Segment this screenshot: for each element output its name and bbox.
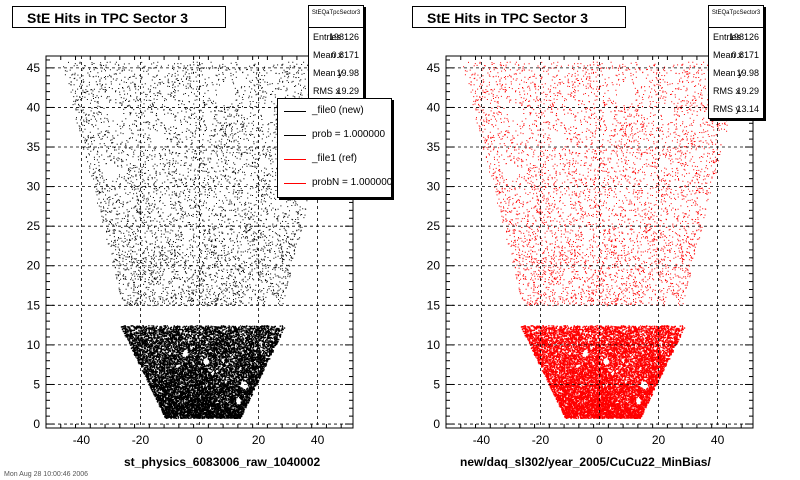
right-hit-marks-dense	[520, 325, 686, 420]
left-y-tick-label: 5	[33, 377, 40, 391]
left-x-axis-title: st_physics_6083006_raw_1040002	[124, 455, 321, 469]
right-y-tick-label: 10	[427, 338, 441, 352]
right-y-tick-label: 30	[427, 180, 441, 194]
left-y-tick-label: 20	[27, 259, 41, 273]
left-stats-mean-x: Mean x 0.8171	[313, 50, 359, 60]
left-y-tick-label: 10	[27, 338, 41, 352]
left-hit-marks-dense	[120, 325, 286, 420]
right-x-tick-label: -20	[532, 433, 550, 447]
left-x-tick-label: -20	[132, 433, 150, 447]
right-stats-mean-y: Mean y 19.98	[713, 68, 759, 78]
right-x-tick-label: 40	[711, 433, 725, 447]
right-stats-rms-x: RMS x 19.29	[713, 86, 759, 96]
left-y-tick-label: 45	[27, 61, 41, 75]
legend-swatch	[284, 159, 306, 160]
left-y-tick-label: 15	[27, 298, 41, 312]
right-stats-box: StEQaTpcSector3 Entries 198126 Mean x 0.…	[708, 5, 764, 119]
left-x-tick-label: 40	[311, 433, 325, 447]
left-x-tick-label: 0	[196, 433, 203, 447]
right-y-tick-label: 0	[433, 417, 440, 431]
right-y-tick-label: 40	[427, 100, 441, 114]
left-y-tick-label: 25	[27, 219, 41, 233]
right-x-axis-title: new/daq_sl302/year_2005/CuCu22_MinBias/	[460, 455, 711, 469]
right-y-tick-label: 20	[427, 259, 441, 273]
left-stats-name: StEQaTpcSector3	[309, 6, 363, 28]
legend-swatch	[284, 183, 306, 184]
left-x-tick-label: -40	[73, 433, 91, 447]
legend-swatch	[284, 135, 306, 136]
left-pad: -40 -20 0 20 40 0 5 10 15 20 25 30 35 40 45 StE Hits i…	[12, 5, 392, 469]
legend-entry-file1: _file1 (ref)	[278, 147, 391, 171]
left-x-tick-label: 20	[252, 433, 266, 447]
right-y-tick-label: 35	[427, 140, 441, 154]
right-plot-title: StE Hits in TPC Sector 3	[412, 6, 626, 28]
right-y-tick-label: 25	[427, 219, 441, 233]
right-plot: -40 -20 0 20 40 0 5 10 15 20 25 30 35 40 45	[427, 55, 754, 447]
left-stats-rms-x: RMS x 19.29	[313, 86, 359, 96]
right-stats-mean-x: Mean x 0.8171	[713, 50, 759, 60]
footer-timestamp: Mon Aug 28 10:00:46 2006	[4, 471, 89, 478]
right-stats-rms-y: RMS y 13.14	[713, 104, 759, 114]
left-y-tick-label: 40	[27, 100, 41, 114]
right-x-tick-label: 20	[652, 433, 666, 447]
right-pad: -40 -20 0 20 40 0 5 10 15 20 25 30 35 40 45 StE Hits i…	[400, 0, 800, 480]
left-stats-box: StEQaTpcSector3 Entries 198126 Mean x 0.…	[308, 5, 364, 101]
left-y-tick-label: 30	[27, 180, 41, 194]
right-y-tick-label: 15	[427, 298, 441, 312]
left-stats-entries: Entries 198126	[313, 32, 359, 42]
legend-entry-prob: prob = 1.000000	[278, 123, 391, 147]
left-y-tick-label: 35	[27, 140, 41, 154]
legend-entry-file0: _file0 (new)	[278, 99, 391, 123]
right-y-tick-label: 5	[433, 377, 440, 391]
right-stats-entries: Entries 198126	[713, 32, 759, 42]
legend-box: _file0 (new) prob = 1.000000 _file1 (ref…	[277, 98, 392, 198]
right-stats-name: StEQaTpcSector3	[709, 6, 763, 28]
left-y-tick-label: 0	[33, 417, 40, 431]
right-x-tick-label: 0	[596, 433, 603, 447]
right-y-tick-label: 45	[427, 61, 441, 75]
legend-entry-probn: probN = 1.000000	[278, 171, 391, 195]
left-plot-title: StE Hits in TPC Sector 3	[12, 6, 226, 28]
right-x-tick-label: -40	[473, 433, 491, 447]
left-stats-mean-y: Mean y 19.98	[313, 68, 359, 78]
legend-swatch	[284, 111, 306, 112]
